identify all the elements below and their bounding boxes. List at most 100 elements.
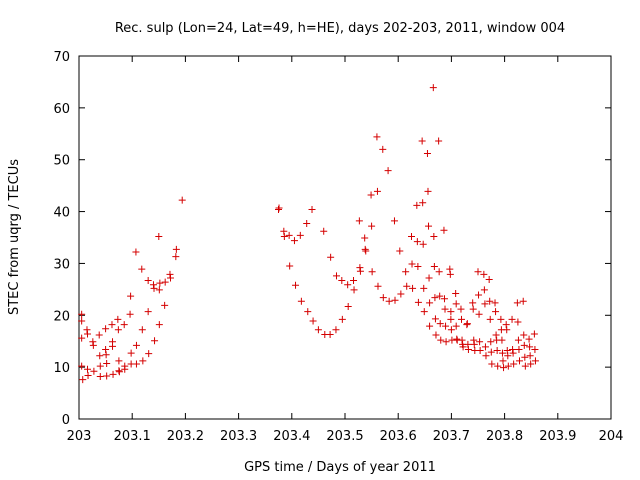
data-point	[426, 299, 434, 307]
data-point	[459, 343, 467, 351]
data-point	[531, 357, 539, 365]
data-point	[127, 349, 135, 357]
data-point	[132, 360, 140, 368]
x-axis: 203 203.1 203.2 203.3 203.4 203.5 203.6 203.7 20…	[67, 56, 624, 444]
y-axis-label: STEC from uqrg / TECUs	[7, 159, 22, 315]
data-point	[440, 295, 448, 303]
data-point	[514, 318, 522, 326]
data-point	[527, 360, 535, 368]
data-point	[476, 347, 484, 355]
data-point	[368, 268, 376, 276]
data-point	[297, 297, 305, 305]
data-point	[356, 264, 364, 272]
data-point	[338, 315, 346, 323]
data-point	[138, 265, 146, 273]
data-point	[338, 277, 346, 285]
data-point	[78, 334, 86, 342]
data-point	[487, 338, 495, 346]
data-point	[463, 321, 471, 329]
data-point	[418, 137, 426, 145]
data-point	[424, 187, 432, 195]
data-point	[520, 341, 528, 349]
data-point	[480, 286, 488, 294]
data-point	[430, 232, 438, 240]
data-point	[419, 240, 427, 248]
data-point	[361, 234, 369, 242]
data-point	[396, 247, 404, 255]
x-tick-label: 203.2	[167, 429, 204, 444]
data-point	[102, 325, 110, 333]
data-point	[504, 362, 512, 370]
x-tick-label: 203.3	[220, 429, 257, 444]
data-point	[379, 145, 387, 153]
data-point	[304, 308, 312, 316]
data-point	[79, 376, 87, 384]
data-point	[498, 336, 506, 344]
data-point	[509, 346, 517, 354]
data-point	[481, 300, 489, 308]
data-point	[309, 317, 317, 325]
data-point	[326, 330, 334, 338]
data-point	[469, 305, 477, 313]
data-point	[502, 321, 510, 329]
data-point	[508, 315, 516, 323]
data-point	[350, 277, 358, 285]
data-point	[425, 274, 433, 282]
data-point	[161, 301, 169, 309]
data-point	[127, 292, 135, 300]
data-point	[492, 331, 500, 339]
data-point	[344, 302, 352, 310]
data-point	[89, 341, 97, 349]
data-point	[446, 265, 454, 273]
data-point	[132, 341, 140, 349]
data-point	[367, 191, 375, 199]
data-point	[513, 299, 521, 307]
data-point	[470, 340, 478, 348]
data-point	[368, 222, 376, 230]
data-point	[155, 321, 163, 329]
data-point	[361, 245, 369, 253]
data-point	[453, 335, 461, 343]
data-point	[419, 199, 427, 207]
data-point	[121, 365, 129, 373]
data-point	[425, 222, 433, 230]
data-point	[485, 276, 493, 284]
data-point	[402, 268, 410, 276]
y-tick-label: 70	[53, 50, 70, 65]
data-point	[509, 349, 517, 357]
data-point	[96, 352, 104, 360]
data-point	[114, 326, 122, 334]
x-tick-label: 203.5	[326, 429, 363, 444]
data-point	[155, 286, 163, 294]
y-tick-label: 10	[53, 361, 70, 376]
data-point	[303, 219, 311, 227]
data-point	[355, 217, 363, 225]
x-tick-label: 204	[599, 429, 624, 444]
data-point	[531, 346, 539, 354]
y-tick-label: 50	[53, 154, 70, 169]
data-point	[469, 299, 477, 307]
data-point	[464, 340, 472, 348]
y-tick-label: 60	[53, 102, 70, 117]
data-point	[470, 336, 478, 344]
data-point	[83, 326, 91, 334]
data-point	[413, 238, 421, 246]
data-point	[420, 284, 428, 292]
data-point	[409, 284, 417, 292]
data-point	[362, 247, 370, 255]
data-point	[139, 357, 147, 365]
data-point	[397, 290, 405, 298]
data-point	[442, 338, 450, 346]
data-point	[499, 357, 507, 365]
x-tick-label: 203.8	[486, 429, 523, 444]
chart-title: Rec. sulp (Lon=24, Lat=49, h=HE), days 2…	[115, 21, 565, 36]
data-point	[521, 353, 529, 361]
data-point	[90, 367, 98, 375]
data-point	[437, 336, 445, 344]
x-tick-label: 203.4	[273, 429, 310, 444]
data-point	[458, 336, 466, 344]
data-point	[515, 357, 523, 365]
data-point	[84, 371, 92, 379]
data-point	[115, 367, 123, 375]
data-point	[84, 330, 92, 338]
